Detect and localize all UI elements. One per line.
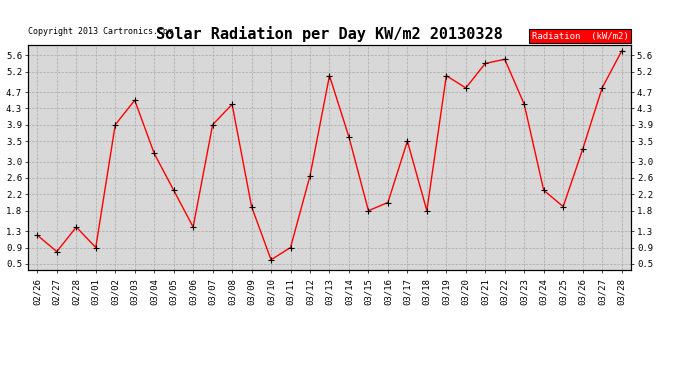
Title: Solar Radiation per Day KW/m2 20130328: Solar Radiation per Day KW/m2 20130328 — [156, 27, 503, 42]
Text: Copyright 2013 Cartronics.com: Copyright 2013 Cartronics.com — [28, 27, 172, 36]
Text: Radiation  (kW/m2): Radiation (kW/m2) — [531, 32, 629, 40]
